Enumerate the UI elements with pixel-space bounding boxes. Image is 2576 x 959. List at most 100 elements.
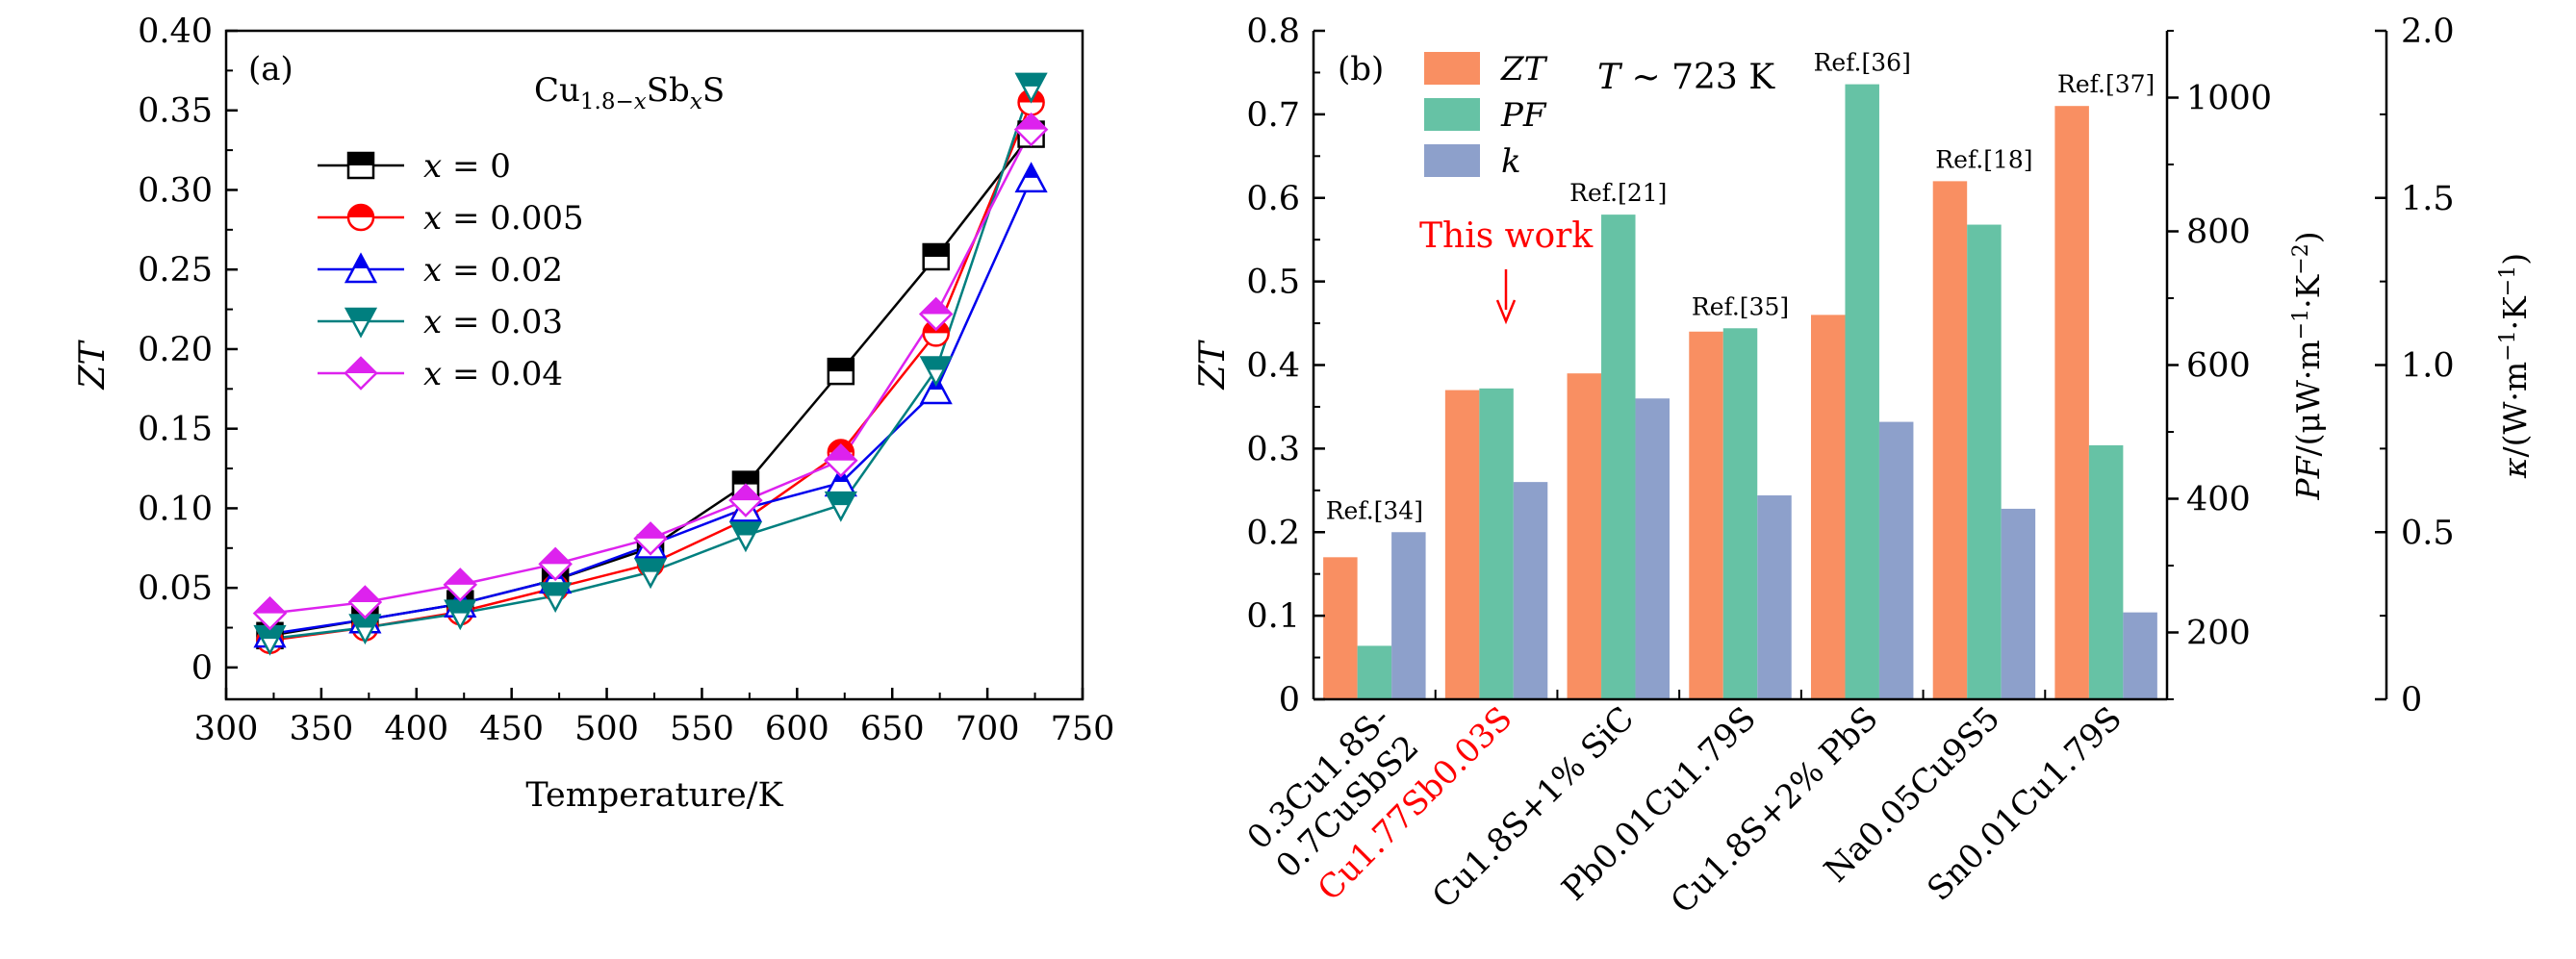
legend-label: x = 0 [423,147,511,186]
panel-a-x-tick-label: 500 [574,710,639,748]
panel-a-y-tick-label: 0.10 [138,490,213,528]
bar-k [1635,398,1671,699]
category-label: Cu1.8S+1% SiC [1425,699,1642,916]
series-5-point [1013,112,1049,147]
panel-b-left-tick-label: 0.8 [1246,13,1300,51]
panel-b-left-tick-label: 0 [1279,681,1300,719]
series-5-point [443,568,478,602]
bar-pf [1357,645,1392,699]
panel-b-k-tick-label: 0 [2401,681,2422,719]
series-5-point [633,521,668,556]
panel-b-k-axis-label: κ/(W·m−1·K−1) [2496,253,2534,479]
series-5-point [918,296,954,332]
series-5-point [538,546,573,582]
bar-pf [2088,444,2124,699]
svg-text:Cu1.8S+2% PbS: Cu1.8S+2% PbS [1664,699,1886,921]
panel-b-left-tick-label: 0.6 [1246,180,1300,218]
bar-pf [1722,328,1758,699]
legend-label: x = 0.005 [423,199,584,238]
bar-pf [1967,224,2002,700]
legend-label: x = 0.02 [423,251,563,290]
series-4-point [824,491,857,522]
panel-a-y-tick-label: 0 [191,649,213,688]
panel-a-x-tick-label: 400 [384,710,448,748]
panel-b-k-tick-label: 1.5 [2401,180,2455,218]
this-work-arrow-head [1495,299,1517,325]
panel-a-y-tick-label: 0.40 [138,13,213,51]
series-4-point [444,599,477,631]
reference-label: Ref.[21] [1569,179,1667,207]
panel-b-pf-tick-label: 800 [2186,214,2251,252]
bar-k [2001,508,2036,699]
panel-b-left-tick-label: 0.1 [1246,597,1300,636]
reference-label: Ref.[35] [1692,292,1789,320]
series-1-point [922,242,950,271]
panel-a-y-tick-label: 0.30 [138,171,213,210]
panel-b-left-tick-label: 0.7 [1246,96,1300,135]
panel-a-x-tick-label: 700 [956,710,1020,748]
series-5-point [728,483,763,517]
panel-a-x-tick-label: 300 [194,710,259,748]
legend-label: PF [1500,96,1547,135]
legend-label: k [1501,142,1521,181]
series-5-point [824,443,858,478]
bar-zt [1810,315,1846,699]
panel-b-k-tick-label: 2.0 [2401,13,2455,51]
series-4-point [539,582,573,614]
legend-label: x = 0.03 [423,303,563,341]
series-4-point [919,356,953,388]
bar-zt [1323,557,1358,699]
panel-a-formula: Cu1.8−xSbxS [534,71,725,114]
panel-a-y-tick-label: 0.35 [138,92,213,131]
bar-pf [1479,388,1514,699]
series-5-point [347,585,383,619]
panel-a-x-axis-label: Temperature/K [525,776,783,815]
panel-a-x-tick-label: 350 [289,710,353,748]
this-work-annotation: This work [1419,216,1594,256]
panel-b-left-tick-label: 0.3 [1246,430,1300,468]
legend-marker [344,307,378,339]
panel-b-condition-text: T ~ 723 K [1597,58,1775,97]
panel-a-x-tick-label: 750 [1051,710,1115,748]
svg-text:Cu1.8S+1% SiC: Cu1.8S+1% SiC [1425,699,1642,916]
legend-marker [344,356,378,391]
panel-b-left-tick-label: 0.2 [1246,514,1300,552]
bar-zt [1932,181,1968,699]
panel-b-left-tick-label: 0.4 [1246,347,1300,386]
bar-k [2123,612,2157,699]
legend-swatch [1424,144,1480,177]
panel-b-k-tick-label: 0.5 [2401,514,2455,552]
reference-label: Ref.[36] [1814,49,1911,77]
bar-zt [1689,331,1723,699]
legend-swatch [1424,52,1480,85]
panel-b-pf-tick-label: 1000 [2186,80,2272,118]
panel-a-x-tick-label: 550 [670,710,734,748]
panel-b-left-axis-label: ZT [1193,340,1233,391]
series-4-point [728,521,763,553]
bar-k [1757,495,1792,699]
panel-b-pf-axis-label: PF/(μW·m−1·K−2) [2289,231,2327,500]
legend-marker [346,203,375,232]
bar-k [1391,532,1426,699]
panel-a-line-chart: 300 350 400 450 500 550 600 650 700 750 0 0.05 0.10 0… [73,13,1114,815]
category-label: Cu1.8S+2% PbS [1664,699,1886,921]
series-5-point [252,595,288,631]
panel-a-y-tick-label: 0.20 [138,331,213,369]
bar-zt [1567,373,1602,699]
bar-k [1513,482,1548,699]
legend-marker [344,252,378,284]
panel-a-y-axis-label: ZT [73,340,113,391]
panel-b-pf-tick-label: 200 [2186,615,2251,653]
panel-a-x-tick-label: 450 [479,710,544,748]
series-3-point [1014,162,1048,193]
bar-pf [1845,84,1879,700]
legend-swatch [1424,98,1480,131]
reference-label: Ref.[18] [1935,145,2032,173]
panel-b-left-tick-label: 0.5 [1246,264,1300,302]
panel-a-x-tick-label: 650 [860,710,925,748]
series-1-point [827,357,855,386]
series-4-point [1014,72,1048,104]
panel-a-legend: x = 0 x = 0.005 x = 0.02 x = 0.03 x = 0.04 [318,147,584,393]
panel-b-legend: ZT PF k [1424,50,1548,181]
